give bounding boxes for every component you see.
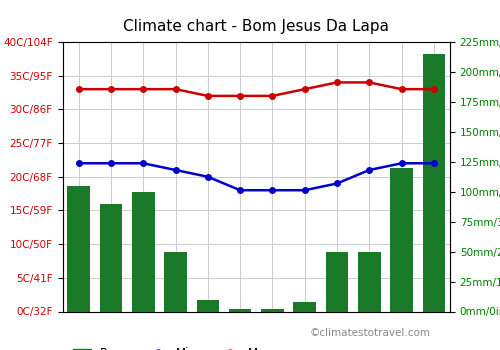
Title: Climate chart - Bom Jesus Da Lapa: Climate chart - Bom Jesus Da Lapa (123, 19, 389, 34)
Bar (390, 168, 413, 312)
Bar (229, 309, 252, 312)
Bar (100, 204, 122, 312)
Bar (132, 192, 154, 312)
Bar (326, 252, 348, 312)
Bar (196, 300, 219, 312)
Bar (358, 252, 380, 312)
Text: ©climatestotravel.com: ©climatestotravel.com (310, 328, 431, 338)
Bar (164, 252, 187, 312)
Bar (68, 186, 90, 312)
Bar (294, 302, 316, 312)
Bar (422, 54, 445, 312)
Bar (261, 309, 283, 312)
Legend: Prec, Min, Max: Prec, Min, Max (68, 342, 277, 350)
